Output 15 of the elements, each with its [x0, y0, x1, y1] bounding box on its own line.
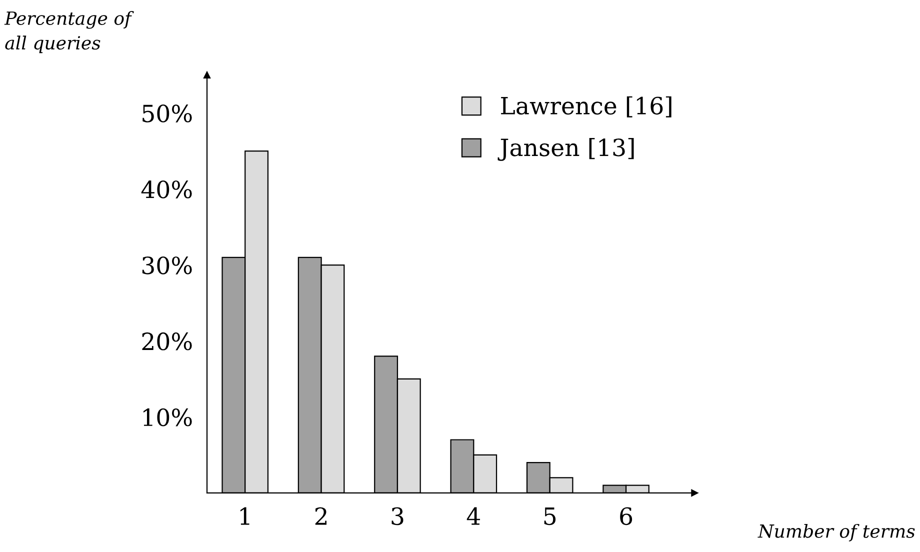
x-tick-label: 2	[315, 507, 326, 525]
x-tick-label: 3	[392, 507, 404, 526]
y-tick-label: 30%	[142, 256, 192, 274]
legend-label: Lawrence [16]	[501, 96, 672, 118]
x-tick-label: 5	[544, 508, 556, 526]
x-tick-label: 6	[620, 507, 632, 526]
x-tick-label: 1	[240, 507, 250, 525]
legend-label: Jansen [13]	[498, 138, 634, 161]
y-tick-label: 10%	[144, 408, 192, 426]
y-tick-label: 40%	[141, 180, 192, 198]
y-tick-label: 20%	[142, 332, 192, 350]
y-tick-label: 50%	[142, 104, 192, 122]
y-axis-title: Percentage of all queries	[4, 11, 134, 54]
x-axis-title: Number of terms	[758, 524, 915, 542]
x-tick-label: 4	[466, 507, 480, 525]
